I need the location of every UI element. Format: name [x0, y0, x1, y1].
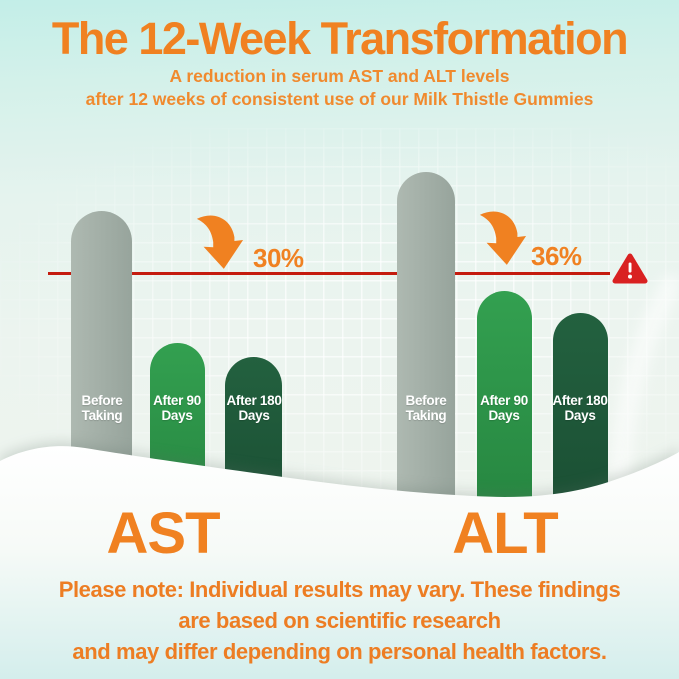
- subtitle-line-2: after 12 weeks of consistent use of our …: [85, 89, 594, 109]
- note-line-3: and may differ depending on personal hea…: [72, 639, 607, 664]
- ast-group-label: AST: [106, 501, 221, 566]
- bottom-wave: [0, 446, 679, 679]
- bar-alt-before: [397, 172, 455, 521]
- note-line-2: are based on scientific research: [178, 608, 501, 633]
- disclaimer-note: Please note: Individual results may vary…: [0, 574, 679, 667]
- ast-reduction-value: 30%: [253, 243, 304, 273]
- page-title: The 12-Week Transformation: [51, 13, 629, 64]
- subtitle-line-1: A reduction in serum AST and ALT levels: [169, 66, 510, 86]
- bar-label-ast-before: Before Taking: [81, 393, 123, 423]
- bar-label-alt-before: Before Taking: [405, 393, 447, 423]
- reduction-baseline: [48, 272, 610, 275]
- bar-alt-after-90: [477, 291, 532, 521]
- alt-group-label: ALT: [452, 501, 558, 566]
- bar-label-alt-after-90: After 90 Days: [480, 393, 528, 423]
- curved-down-arrow-icon: [196, 215, 244, 269]
- decorative-swoosh: [609, 275, 679, 485]
- bar-label-alt-after-180: After 180 Days: [552, 393, 608, 423]
- bar-label-ast-after-90: After 90 Days: [153, 393, 201, 423]
- alt-reduction-value: 36%: [531, 241, 582, 271]
- curved-down-arrow-icon: [479, 211, 527, 265]
- bar-label-ast-after-180: After 180 Days: [226, 393, 282, 423]
- warning-triangle-icon: [612, 253, 648, 284]
- note-line-1: Please note: Individual results may vary…: [58, 577, 621, 602]
